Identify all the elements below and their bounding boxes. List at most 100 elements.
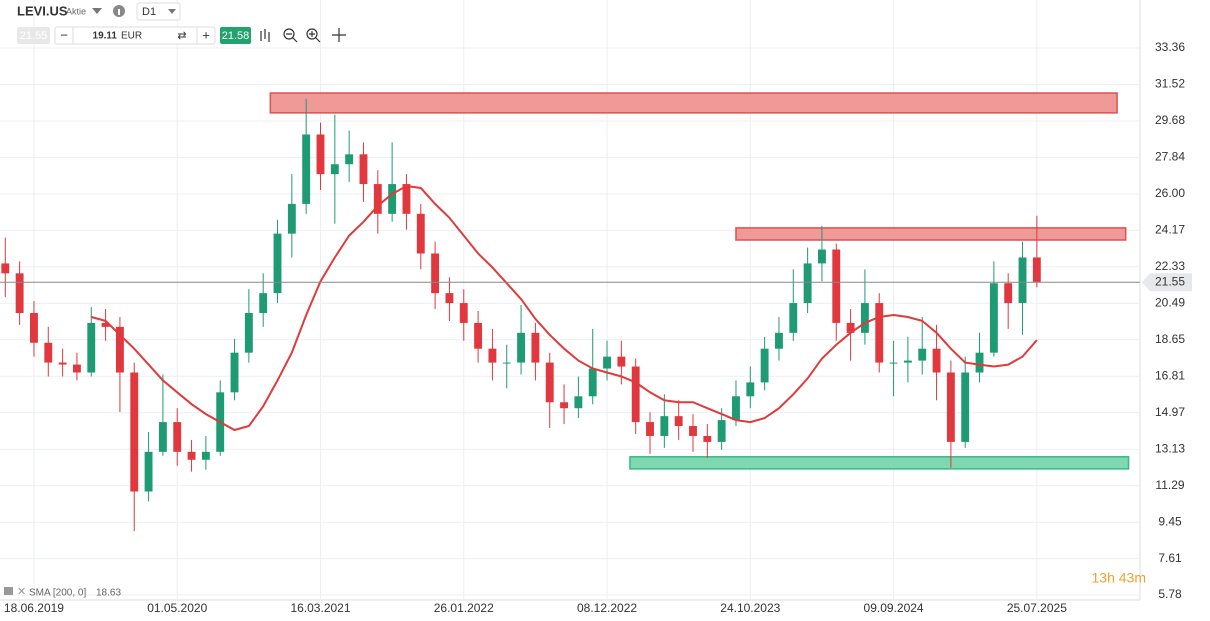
candle-body xyxy=(173,422,182,452)
y-tick-label: 33.36 xyxy=(1155,40,1185,54)
candle-body xyxy=(975,352,984,373)
candle-body xyxy=(244,312,253,353)
candle-body xyxy=(903,360,912,363)
y-tick-label: 9.45 xyxy=(1158,514,1182,528)
bid-box[interactable] xyxy=(17,27,50,44)
swap-icon[interactable]: ⇄ xyxy=(177,30,186,42)
candle-body xyxy=(989,283,998,353)
candle-body xyxy=(72,364,81,373)
move-icon[interactable] xyxy=(332,28,346,42)
candle-body xyxy=(789,303,798,333)
candle-body xyxy=(158,422,167,452)
grid: 33.36 31.52 29.68 27.84 26.00 24.17 22.33 20.49… xyxy=(0,0,1185,615)
candle-body xyxy=(316,134,325,175)
zone xyxy=(735,227,1127,241)
candle-body xyxy=(130,372,139,492)
candle-body xyxy=(302,134,311,204)
plus-button[interactable]: + xyxy=(202,27,210,42)
y-tick-label: 24.17 xyxy=(1155,222,1185,236)
candle-body xyxy=(445,293,454,304)
y-tick-label: 31.52 xyxy=(1155,77,1185,91)
y-tick-label: 11.29 xyxy=(1155,478,1184,492)
zoom-in-icon[interactable] xyxy=(306,28,318,40)
candle-body xyxy=(703,435,712,442)
candle-body xyxy=(646,422,654,436)
candle-body xyxy=(531,332,540,363)
candle-body xyxy=(15,273,24,313)
candles xyxy=(1,98,1041,532)
candle-body xyxy=(860,303,869,333)
candle-body xyxy=(846,322,855,333)
candle-body xyxy=(1004,283,1013,304)
candle-body xyxy=(388,184,397,214)
y-tick-label: 26.00 xyxy=(1155,186,1185,200)
candle-body xyxy=(1032,257,1041,283)
symbol[interactable]: LEVI.US xyxy=(17,3,68,18)
sma-value: 18.63 xyxy=(96,588,121,599)
candle-body xyxy=(717,420,726,442)
ask-price[interactable]: 21.58 xyxy=(222,30,250,42)
candle-body xyxy=(574,396,583,409)
candle-body xyxy=(918,348,927,361)
candle-body xyxy=(287,203,296,234)
x-tick-label: 09.09.2024 xyxy=(864,601,924,615)
currency: EUR xyxy=(121,31,142,42)
candle-body xyxy=(689,426,697,436)
y-tick-label: 16.81 xyxy=(1155,368,1185,382)
info-glyph xyxy=(118,9,120,15)
x-tick-label: 25.07.2025 xyxy=(1007,601,1067,615)
asset-type: Aktie xyxy=(66,6,86,16)
candle-body xyxy=(230,352,239,393)
y-tick-label: 14.97 xyxy=(1155,405,1185,419)
candle-body xyxy=(115,326,124,373)
candle-body xyxy=(416,213,425,254)
y-tick-label: 7.61 xyxy=(1158,551,1182,565)
candle-body xyxy=(875,303,884,363)
candle-body xyxy=(402,184,411,214)
x-tick-label: 01.05.2020 xyxy=(147,601,207,615)
timeframe[interactable]: D1 xyxy=(142,6,156,18)
candle-body xyxy=(732,396,740,421)
candle-body xyxy=(832,249,841,323)
y-tick-label: 27.84 xyxy=(1155,150,1185,164)
x-tick-label: 08.12.2022 xyxy=(577,601,637,615)
candle-body xyxy=(187,451,196,460)
volume-input[interactable] xyxy=(54,26,216,45)
x-tick-label: 18.06.2019 xyxy=(4,601,64,615)
symbol-dropdown[interactable] xyxy=(92,8,102,14)
minus-button[interactable]: − xyxy=(60,27,68,42)
candle-body xyxy=(932,348,941,373)
zoom-out-icon[interactable] xyxy=(283,28,295,40)
candle-body xyxy=(1018,257,1027,304)
candle-body xyxy=(58,362,67,365)
candle-body xyxy=(431,253,440,294)
y-tick-label: 18.65 xyxy=(1155,332,1185,346)
candle-body xyxy=(488,348,497,363)
ask-box[interactable] xyxy=(220,27,251,44)
candle-body xyxy=(273,233,282,294)
y-tick-label: 13.13 xyxy=(1155,441,1185,455)
price-tag-label: 21.55 xyxy=(1155,274,1185,288)
legend-icon[interactable] xyxy=(4,587,13,595)
candle-body xyxy=(961,372,970,442)
candle-body xyxy=(474,322,483,349)
bid-price[interactable]: 21.55 xyxy=(20,30,48,42)
candle-body xyxy=(775,332,783,349)
volume-value[interactable]: 19.11 xyxy=(93,31,118,42)
legend-remove[interactable]: ✕ xyxy=(17,586,26,598)
candle-body xyxy=(946,372,955,442)
countdown: 13h 43m xyxy=(1092,570,1146,586)
timeframe-box[interactable] xyxy=(136,2,181,21)
candle-body xyxy=(818,249,826,264)
chart-type-icon[interactable] xyxy=(260,29,270,42)
candle-body xyxy=(603,356,611,369)
candle-body xyxy=(674,416,683,427)
y-tick-label: 22.33 xyxy=(1155,259,1185,273)
candle-body xyxy=(560,402,568,409)
candle-body xyxy=(101,322,110,327)
price-tag xyxy=(1142,273,1192,292)
candle-body xyxy=(144,451,153,492)
candle-body xyxy=(373,184,382,214)
